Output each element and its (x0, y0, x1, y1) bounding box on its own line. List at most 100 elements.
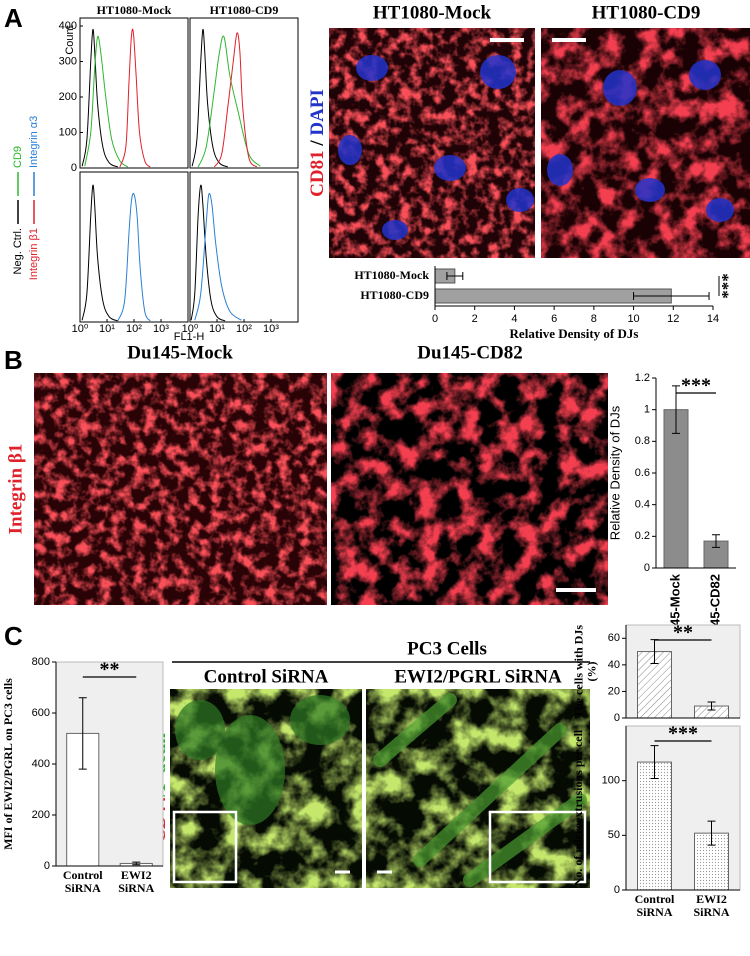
x-tick-label: 10 (627, 313, 639, 325)
axis-label: The cells with DJs (%) (572, 625, 598, 718)
bar (663, 409, 689, 569)
stain-label: Integrin β1 (5, 444, 26, 535)
micrograph (34, 373, 327, 605)
image-title: Du145-Mock (127, 342, 233, 363)
category-label: HT1080-CD9 (360, 288, 429, 302)
y-tick-label: 0.4 (635, 499, 650, 511)
y-tick-label: 800 (32, 656, 50, 668)
error-bar (446, 272, 464, 280)
axis (625, 625, 740, 719)
axis (434, 266, 713, 307)
error-bar (707, 820, 716, 846)
category-label-box: EWI2 SiRNA (693, 893, 730, 919)
x-tick-label: 6 (551, 313, 557, 325)
histogram-curve (84, 35, 129, 168)
x-tick-label: 10⁰ (182, 323, 199, 335)
axis-label: MFI of EWI2/PGRL on PC3 cells (2, 678, 15, 850)
bar (637, 761, 672, 891)
category-label: EWI2 SiRNA (693, 893, 730, 919)
axis (55, 662, 163, 867)
axis-label: No. of microextrusions per cell (572, 729, 585, 887)
histogram-curve (190, 184, 226, 322)
y-tick-label: 0 (44, 860, 50, 872)
image-title: Du145-CD82 (417, 342, 523, 363)
axis-label: Relative Density of DJs (607, 405, 622, 540)
axis-label: FL1-H (174, 331, 205, 343)
y-tick-label: 0.8 (635, 435, 650, 447)
y-tick-label: 1 (644, 404, 650, 416)
legend-label: CD9 (12, 146, 24, 168)
stain: CD81 (307, 150, 328, 196)
axis-label-box: The cells with DJs (%) (572, 625, 598, 718)
x-tick-label: 8 (591, 313, 597, 325)
image-title: EWI2/PGRL SiRNA (394, 666, 562, 687)
x-tick-label: 4 (511, 313, 517, 325)
x-tick-label: 12 (667, 313, 679, 325)
histogram-curve (213, 32, 258, 168)
plot-frame (189, 17, 299, 169)
x-tick-label: 10⁰ (72, 323, 89, 335)
stain-sep: / (307, 140, 328, 147)
y-tick-label: 0 (614, 712, 620, 724)
image-title: Control SiRNA (204, 666, 329, 687)
plot-title: HT1080-CD9 (210, 3, 279, 17)
x-tick-label: 10² (236, 323, 252, 335)
y-tick-label: 400 (59, 20, 77, 32)
histogram-curve (191, 28, 228, 168)
image-title: HT1080-CD9 (592, 2, 701, 23)
category-label-box: Control SiRNA (63, 869, 103, 895)
y-tick-label: 200 (59, 91, 77, 103)
stain-label: CD81 / DAPI (307, 89, 328, 197)
sig-label: *** (718, 273, 737, 299)
sig-label: *** (668, 723, 698, 745)
panel-label: A (4, 3, 23, 33)
panel-label: C (4, 621, 23, 651)
y-tick-label: 100 (602, 775, 620, 787)
category-label-box: EWI2 SiRNA (118, 869, 154, 895)
error-bar (633, 292, 710, 300)
y-tick-label: 300 (59, 55, 77, 67)
plot-title: HT1080-Mock (97, 3, 172, 17)
histogram-curve (197, 35, 261, 168)
x-tick-label: 10¹ (209, 323, 225, 335)
histogram-curve (81, 28, 118, 168)
legend-label: Integrin α3 (28, 116, 40, 168)
y-tick-label: 40 (608, 659, 620, 671)
y-tick-label: 50 (608, 829, 620, 841)
panel-label: B (4, 345, 23, 375)
x-tick-label: 10³ (153, 323, 169, 335)
micrograph (170, 689, 362, 888)
y-tick-label: 1.2 (635, 372, 650, 384)
y-tick-label: 0.6 (635, 467, 650, 479)
micrograph (541, 28, 750, 258)
y-tick-label: 0 (644, 562, 650, 574)
sig-label: ** (673, 622, 693, 644)
histogram-curve (194, 192, 242, 321)
error-bar (672, 385, 680, 434)
error-bar (78, 697, 87, 770)
error-bar (650, 745, 659, 779)
axis-label-box: No. of microextrusions per cell (572, 729, 585, 887)
histogram-curve (119, 28, 151, 168)
image-title: HT1080-Mock (373, 2, 492, 23)
y-tick-label: 600 (32, 707, 50, 719)
y-tick-label: 60 (608, 632, 620, 644)
category-label: HT1080-Mock (354, 268, 429, 282)
y-tick-label: 400 (32, 758, 50, 770)
error-bar (712, 534, 720, 548)
error-bar (132, 861, 141, 866)
sig-label: *** (681, 375, 711, 397)
x-tick-label: 14 (707, 313, 719, 325)
y-tick-label: 0 (71, 162, 77, 174)
plot-frame (189, 171, 299, 323)
category-label: Control SiRNA (634, 893, 675, 919)
y-tick-label: 200 (32, 809, 50, 821)
stain: DAPI (307, 89, 328, 135)
x-tick-label: 0 (432, 313, 438, 325)
group-title: PC3 Cells (407, 638, 487, 659)
sig-label: ** (100, 659, 120, 681)
x-tick-label: 10³ (263, 323, 279, 335)
error-bar (707, 701, 716, 711)
x-tick-label: 10¹ (99, 323, 115, 335)
